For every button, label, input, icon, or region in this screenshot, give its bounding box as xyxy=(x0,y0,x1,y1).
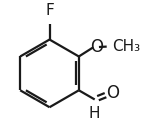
Text: O: O xyxy=(106,84,119,102)
Text: O: O xyxy=(90,38,103,56)
Text: CH₃: CH₃ xyxy=(112,39,140,54)
Text: F: F xyxy=(45,3,54,18)
Text: H: H xyxy=(89,106,100,121)
